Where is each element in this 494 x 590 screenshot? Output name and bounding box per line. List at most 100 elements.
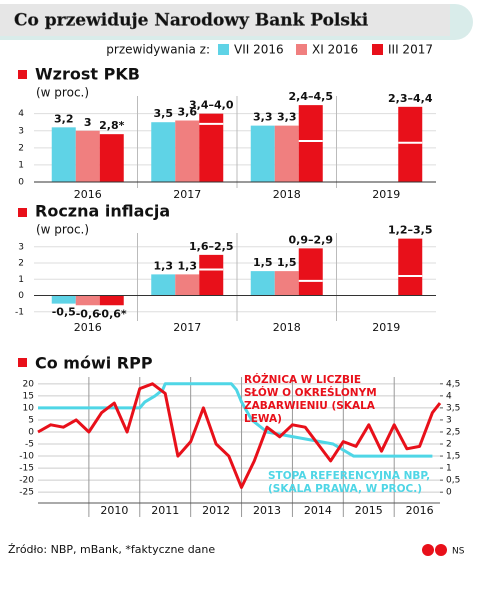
y2-tick-label: 3 — [446, 415, 452, 425]
legend-label: VII 2016 — [234, 43, 284, 57]
source: Źródło: NBP, mBank, *faktyczne dane — [8, 543, 215, 556]
x-tick-label: 2019 — [372, 321, 400, 334]
bar — [151, 122, 176, 182]
value-label: 1,5 — [253, 256, 273, 269]
y-tick-label: -5 — [25, 440, 34, 450]
y2-tick-label: 1,5 — [446, 452, 460, 462]
y2-tick-label: 3,5 — [446, 403, 460, 413]
y-tick-label: -15 — [19, 464, 34, 474]
y-tick-label: 20 — [23, 379, 35, 389]
y2-tick-label: 0,5 — [446, 476, 460, 486]
value-label: 1,3 — [178, 259, 198, 272]
header-band — [0, 4, 450, 36]
bar — [250, 125, 275, 182]
section-marker — [18, 358, 27, 367]
legend-swatch — [296, 44, 307, 55]
logo — [422, 544, 434, 556]
value-label: 2,3–4,4 — [388, 92, 433, 105]
chart-title: Wzrost PKB — [35, 65, 140, 84]
legend-swatch — [218, 44, 229, 55]
bar — [398, 238, 423, 296]
bar — [175, 120, 200, 182]
y-tick-label: -10 — [19, 452, 34, 462]
x-tick-label: 2016 — [406, 504, 434, 517]
bar — [199, 113, 224, 182]
y-tick-label: -20 — [19, 476, 34, 486]
chart-title: Roczna inflacja — [35, 202, 170, 221]
chart-subtitle: (w proc.) — [36, 223, 89, 237]
legend-title: przewidywania z: — [106, 43, 210, 57]
bar — [151, 274, 176, 296]
y-tick-label: -1 — [15, 307, 24, 317]
cyan-series-label: STOPA REFERENCYJNA NBP, (SKALA PRAWA, W … — [268, 470, 431, 495]
bar — [99, 134, 124, 182]
y-tick-label: 4 — [18, 109, 24, 119]
author: NS — [452, 547, 465, 557]
line-series — [37, 382, 442, 489]
value-label: 3,3 — [277, 111, 297, 124]
x-tick-label: 2019 — [372, 188, 400, 201]
bar — [298, 105, 323, 182]
bar — [274, 125, 299, 182]
value-label: 2,8* — [99, 119, 124, 132]
y-tick-label: -25 — [19, 488, 34, 498]
x-tick-label: 2013 — [253, 504, 281, 517]
bar — [250, 271, 275, 296]
y-tick-label: 3 — [18, 242, 24, 252]
y-tick-label: 0 — [18, 178, 24, 188]
y2-tick-label: 4,5 — [446, 379, 460, 389]
section-marker — [18, 70, 27, 79]
line-series — [38, 382, 433, 458]
value-label: 1,6–2,5 — [189, 240, 233, 253]
value-label: -0,5 — [52, 306, 76, 319]
value-label: 3,5 — [154, 107, 174, 120]
value-label: 1,3 — [154, 259, 174, 272]
bar — [398, 106, 423, 182]
value-label: 3,6 — [178, 106, 198, 119]
value-label: 1,5 — [277, 256, 297, 269]
legend-swatch — [372, 44, 383, 55]
bar — [75, 295, 100, 306]
bar — [298, 248, 323, 296]
x-tick-label: 2016 — [74, 188, 102, 201]
y-tick-label: 0 — [18, 291, 24, 301]
value-label: 1,2–3,5 — [388, 224, 432, 237]
header-title: Co przewiduje Narodowy Bank Polski — [14, 11, 369, 31]
y-tick-label: 5 — [28, 415, 34, 425]
value-label: -0,6* — [97, 307, 127, 320]
y-tick-label: 15 — [23, 391, 34, 401]
y-tick-label: 0 — [28, 427, 34, 437]
y2-tick-label: 0 — [446, 488, 452, 498]
bar — [274, 271, 299, 296]
y2-tick-label: 2,5 — [446, 427, 460, 437]
red-series-label: RÓŻNICA W LICZBIE SŁÓW O OKREŚLONYM ZABA… — [244, 374, 377, 425]
value-label: 3,4–4,0 — [189, 99, 234, 112]
chart-subtitle: (w proc.) — [36, 86, 89, 100]
x-tick-label: 2017 — [173, 321, 201, 334]
y2-tick-label: 4 — [446, 391, 452, 401]
value-label: 3 — [84, 116, 92, 129]
chart-title: Co mówi RPP — [35, 354, 153, 373]
y2-tick-label: 2 — [446, 440, 452, 450]
x-tick-label: 2018 — [273, 188, 301, 201]
x-tick-label: 2015 — [355, 504, 383, 517]
y-tick-label: 2 — [18, 259, 24, 269]
value-label: 3,2 — [54, 112, 74, 125]
y2-tick-label: 1 — [446, 464, 452, 474]
legend-label: XI 2016 — [312, 43, 358, 57]
x-tick-label: 2017 — [173, 188, 201, 201]
y-tick-label: 1 — [18, 275, 24, 285]
y-tick-label: 3 — [18, 126, 24, 136]
y-tick-label: 10 — [23, 403, 35, 413]
bar — [199, 254, 224, 296]
bar — [175, 274, 200, 296]
y-tick-label: 1 — [18, 160, 24, 170]
bar — [99, 295, 124, 306]
logo — [435, 544, 447, 556]
bar — [75, 130, 100, 182]
x-tick-label: 2018 — [273, 321, 301, 334]
x-tick-label: 2012 — [202, 504, 230, 517]
x-tick-label: 2016 — [74, 321, 102, 334]
